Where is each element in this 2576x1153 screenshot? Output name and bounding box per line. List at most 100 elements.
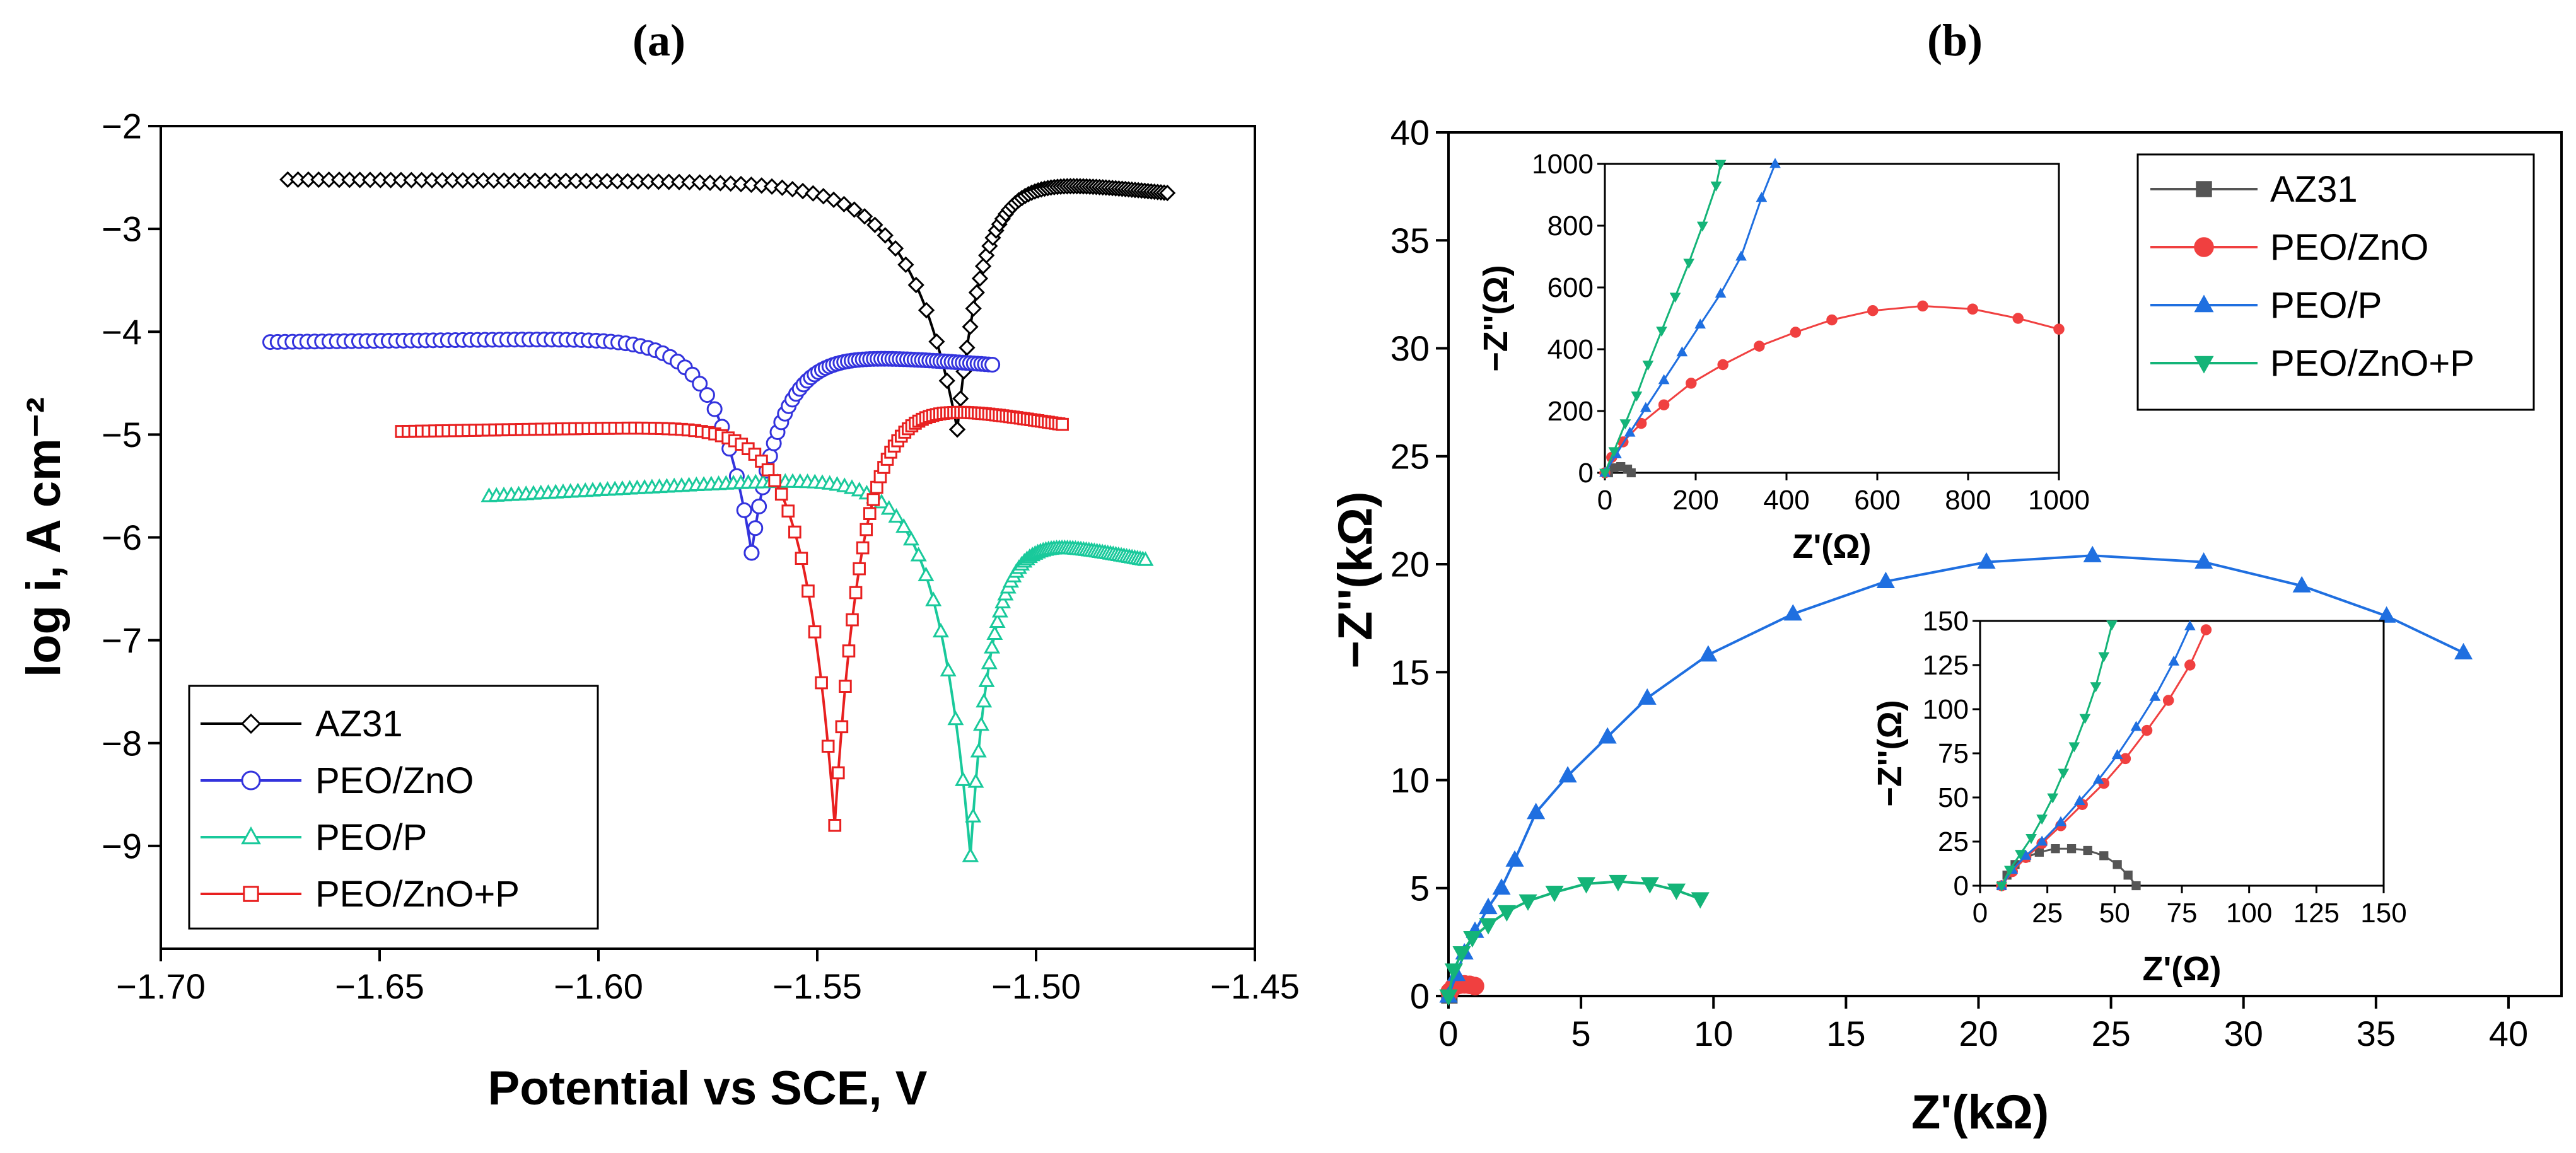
x-tick-label: 25 — [2032, 898, 2063, 929]
y-tick-label: −7 — [102, 620, 142, 660]
data-point — [743, 545, 760, 561]
series-line — [969, 547, 1146, 857]
polarization-chart: −1.70 −1.65 −1.60 −1.55 −1.50 −1.45 −2−3−4−5−… — [17, 107, 1300, 1115]
y-tick-label: 0 — [1954, 871, 1969, 901]
y-tick-label: 50 — [1938, 782, 1969, 813]
data-point — [1463, 930, 1482, 948]
data-point — [2099, 851, 2109, 860]
data-point — [984, 639, 1001, 654]
data-point — [1977, 552, 1996, 569]
data-point — [1876, 571, 1895, 588]
y-tick-label: 20 — [1390, 545, 1430, 584]
data-point — [1667, 883, 1686, 900]
y-tick-label: −4 — [102, 312, 142, 352]
data-point — [870, 480, 883, 494]
data-point — [1624, 426, 1636, 437]
data-point — [2090, 682, 2102, 693]
series-group-b — [1439, 545, 2473, 1006]
data-point — [1598, 727, 1617, 744]
data-point — [1608, 447, 1620, 458]
data-point — [2119, 753, 2131, 765]
data-point — [994, 593, 1011, 609]
data-point — [2149, 690, 2161, 701]
data-point — [2012, 313, 2024, 324]
data-point — [691, 174, 708, 191]
data-point — [2123, 871, 2133, 880]
nyquist-chart: 0 5 10 15 20 25 30 35 40 0 5 10 15 20 25 30 35 40 Z'(kΩ)… — [1329, 113, 2563, 1139]
y-tick-label: 150 — [1923, 606, 1969, 637]
data-point — [781, 504, 795, 518]
data-point — [1683, 258, 1695, 269]
data-point — [1518, 894, 1537, 911]
x-tick-label: 100 — [2226, 898, 2272, 929]
data-point — [753, 177, 770, 194]
inset-upper-series — [1599, 158, 2065, 479]
data-point — [1826, 314, 1838, 326]
data-point — [968, 284, 985, 301]
inset-upper-x-axis: 0 200 400 600 800 1000 — [1597, 473, 2090, 516]
y-tick-label: 30 — [1390, 328, 1430, 368]
y-tick-label: 15 — [1390, 652, 1430, 692]
data-point — [1717, 359, 1728, 371]
data-point — [1710, 181, 1722, 192]
y-tick-label: −2 — [102, 107, 142, 146]
data-point — [1694, 318, 1706, 329]
x-tick-label: −1.70 — [116, 966, 206, 1006]
data-point — [2053, 323, 2065, 335]
data-point — [2047, 793, 2059, 804]
x-tick-label: 5 — [1571, 1014, 1591, 1053]
data-point — [808, 625, 822, 639]
data-point — [1492, 878, 1511, 895]
data-point — [888, 507, 905, 523]
data-point — [895, 518, 912, 533]
data-point — [701, 174, 719, 192]
data-point — [2098, 652, 2110, 663]
x-tick-label: 50 — [2099, 898, 2130, 929]
data-point — [880, 500, 897, 515]
data-point — [2168, 655, 2180, 666]
legend-label: PEO/ZnO — [2270, 227, 2428, 268]
y-tick-label: 125 — [1923, 650, 1969, 681]
x-tick-label: 200 — [1672, 485, 1718, 516]
data-point — [2083, 545, 2102, 562]
data-point — [2004, 866, 2015, 876]
data-point — [1609, 874, 1628, 892]
x-tick-label: 30 — [2224, 1014, 2263, 1053]
data-point — [997, 586, 1014, 601]
data-point — [907, 276, 924, 294]
data-point — [1452, 946, 1471, 963]
inset-upper-x-label: Z'(Ω) — [1792, 528, 1871, 565]
data-point — [940, 661, 957, 676]
data-point — [2162, 695, 2174, 706]
data-point — [965, 300, 982, 317]
y-tick-label: 75 — [1938, 738, 1969, 769]
legend-marker — [2194, 237, 2214, 257]
legend-label: AZ31 — [2270, 169, 2358, 210]
data-point — [1756, 192, 1768, 202]
data-point — [1497, 905, 1517, 922]
data-point — [788, 525, 801, 539]
data-point — [1439, 989, 1458, 1006]
legend-marker — [240, 713, 262, 734]
y-tick-label: 800 — [1547, 211, 1594, 241]
y-tick-label: 600 — [1547, 272, 1594, 303]
y-tick-label: −8 — [102, 723, 142, 763]
data-point — [1967, 303, 1978, 315]
data-point — [1576, 877, 1596, 894]
legend-marker — [241, 770, 261, 791]
inset-lower-y-axis: 0 25 50 75 100 125 150 — [1923, 606, 1980, 901]
legend-marker — [2196, 181, 2212, 197]
data-point — [795, 552, 808, 565]
x-tick-label: 40 — [2489, 1014, 2528, 1053]
x-tick-label: 10 — [1694, 1014, 1733, 1053]
data-point — [2194, 552, 2213, 569]
data-point — [972, 716, 989, 731]
x-axis-a: −1.70 −1.65 −1.60 −1.55 −1.50 −1.45 — [116, 949, 1300, 1006]
x-tick-label: 150 — [2360, 898, 2406, 929]
data-point — [828, 818, 842, 832]
data-point — [2141, 724, 2153, 736]
data-point — [1867, 305, 1879, 316]
data-point — [835, 720, 849, 734]
inset-series-peo-zno-p — [1599, 159, 1727, 479]
data-point — [706, 401, 723, 417]
